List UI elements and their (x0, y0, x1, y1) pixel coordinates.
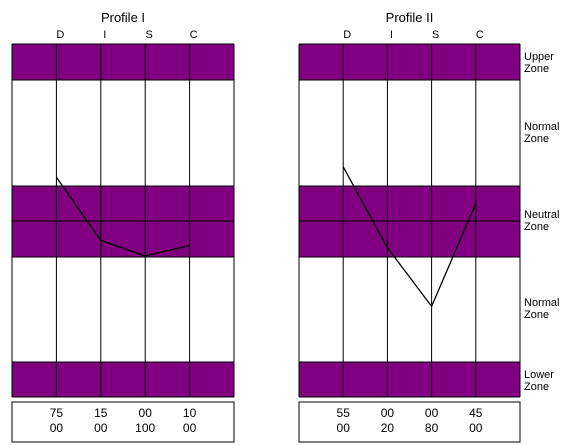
zone-label: Zone (524, 221, 549, 233)
score-table (11, 401, 235, 443)
category-label-i: I (103, 29, 106, 41)
zone-label: Lower (524, 369, 554, 381)
zone-label: Zone (524, 309, 549, 321)
category-label-d: D (56, 29, 64, 41)
score-cell: 00 (337, 421, 351, 435)
category-label-s: S (432, 29, 439, 41)
zone-label: Zone (524, 63, 549, 75)
category-label-d: D (343, 29, 351, 41)
zone-band-2 (12, 362, 234, 397)
category-label-c: C (190, 29, 198, 41)
score-cell: 55 (337, 406, 351, 420)
profile-title: Profile II (386, 10, 434, 25)
category-label-s: S (146, 29, 153, 41)
zone-label: Upper (524, 51, 554, 63)
profile-title: Profile I (101, 10, 145, 25)
profile-line (55, 176, 190, 257)
score-cell: 00 (50, 421, 64, 435)
zone-label: Zone (524, 381, 549, 393)
score-cell: 00 (183, 421, 197, 435)
score-cell: 45 (469, 406, 483, 420)
score-cell: 00 (139, 406, 153, 420)
zone-label: Zone (524, 133, 549, 145)
zone-label: Neutral (524, 209, 559, 221)
zone-band-2 (299, 362, 520, 397)
score-cell: 00 (425, 406, 439, 420)
score-cell: 15 (94, 406, 108, 420)
zone-band-0 (299, 44, 520, 80)
score-cell: 00 (469, 421, 483, 435)
category-label-c: C (476, 29, 484, 41)
score-cell: 75 (50, 406, 64, 420)
score-cell: 10 (183, 406, 197, 420)
category-label-i: I (390, 29, 393, 41)
profile-line (342, 166, 477, 308)
zone-label: Normal (524, 121, 559, 133)
zone-labels: UpperZoneNormalZoneNeutralZoneNormalZone… (524, 51, 559, 393)
score-cell: 20 (381, 421, 395, 435)
zone-label: Normal (524, 297, 559, 309)
score-cell: 100 (135, 421, 155, 435)
score-cell: 00 (381, 406, 395, 420)
score-cell: 80 (425, 421, 439, 435)
score-table (298, 401, 521, 443)
score-cell: 00 (94, 421, 108, 435)
zone-band-0 (12, 44, 234, 80)
